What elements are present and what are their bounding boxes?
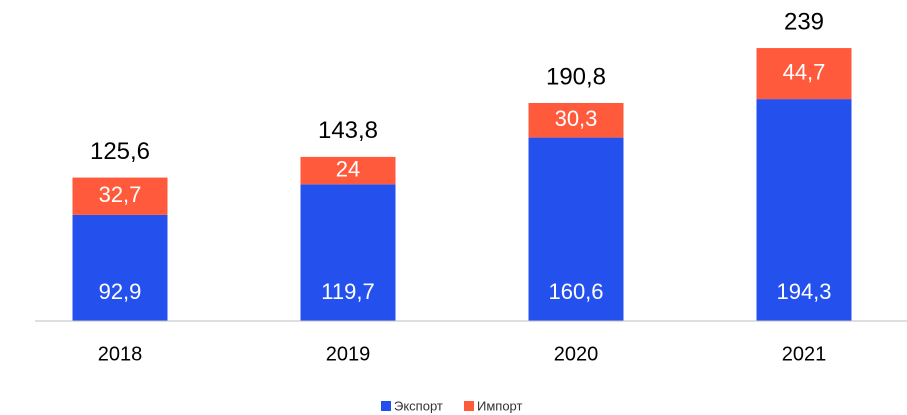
bar-segment xyxy=(300,184,396,321)
x-tick-label: 2021 xyxy=(782,343,827,365)
data-label: 30,3 xyxy=(555,106,598,131)
total-label: 143,8 xyxy=(318,117,378,144)
data-label: 44,7 xyxy=(783,59,826,84)
data-label: 92,9 xyxy=(99,279,142,304)
bar-segment xyxy=(72,177,168,215)
bar-segment xyxy=(528,102,624,138)
data-label: 32,7 xyxy=(99,182,142,207)
data-label: 194,3 xyxy=(776,279,831,304)
x-tick-label: 2018 xyxy=(98,343,143,365)
legend-label: Экспорт xyxy=(394,398,443,413)
bar-segment xyxy=(756,48,852,100)
legend-swatch xyxy=(381,401,391,411)
legend-label: Импорт xyxy=(477,398,522,413)
bar-segment xyxy=(72,214,168,321)
bar-segment xyxy=(300,156,396,185)
x-tick-label: 2020 xyxy=(554,343,599,365)
data-label: 24 xyxy=(336,156,360,181)
bar-segment xyxy=(528,137,624,321)
legend-swatch xyxy=(464,401,474,411)
total-label: 125,6 xyxy=(90,138,150,165)
total-label: 239 xyxy=(784,8,824,35)
data-label: 119,7 xyxy=(321,279,374,304)
bar-segment xyxy=(756,99,852,321)
total-label: 190,8 xyxy=(546,63,606,90)
x-tick-label: 2019 xyxy=(326,343,371,365)
data-label: 160,6 xyxy=(548,279,603,304)
